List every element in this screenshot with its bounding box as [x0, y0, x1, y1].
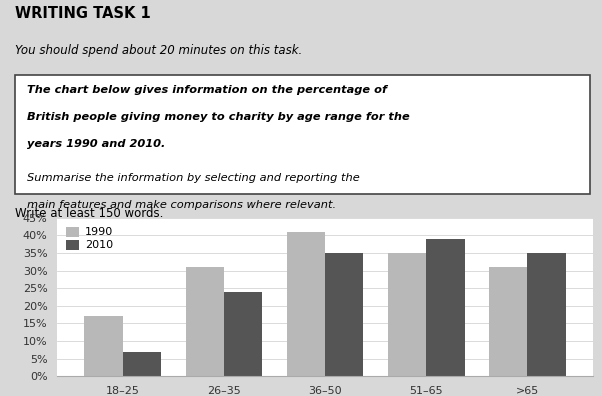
Bar — [287, 232, 325, 376]
Text: years 1990 and 2010.: years 1990 and 2010. — [27, 139, 166, 148]
Text: British people giving money to charity by age range for the: British people giving money to charity b… — [27, 112, 410, 122]
Bar — [84, 316, 123, 376]
Bar — [185, 267, 224, 376]
Bar — [123, 352, 161, 376]
Text: You should spend about 20 minutes on this task.: You should spend about 20 minutes on thi… — [15, 44, 302, 57]
Bar — [388, 253, 426, 376]
Text: WRITING TASK 1: WRITING TASK 1 — [15, 6, 151, 21]
Bar — [527, 253, 566, 376]
Legend: 1990, 2010: 1990, 2010 — [63, 223, 117, 254]
Bar — [426, 239, 465, 376]
FancyBboxPatch shape — [15, 75, 590, 194]
Bar — [224, 292, 262, 376]
Text: main features and make comparisons where relevant.: main features and make comparisons where… — [27, 200, 336, 210]
Bar — [325, 253, 364, 376]
Bar — [489, 267, 527, 376]
Text: Write at least 150 words.: Write at least 150 words. — [15, 207, 163, 220]
Text: The chart below gives information on the percentage of: The chart below gives information on the… — [27, 85, 387, 95]
Text: Summarise the information by selecting and reporting the: Summarise the information by selecting a… — [27, 173, 360, 183]
